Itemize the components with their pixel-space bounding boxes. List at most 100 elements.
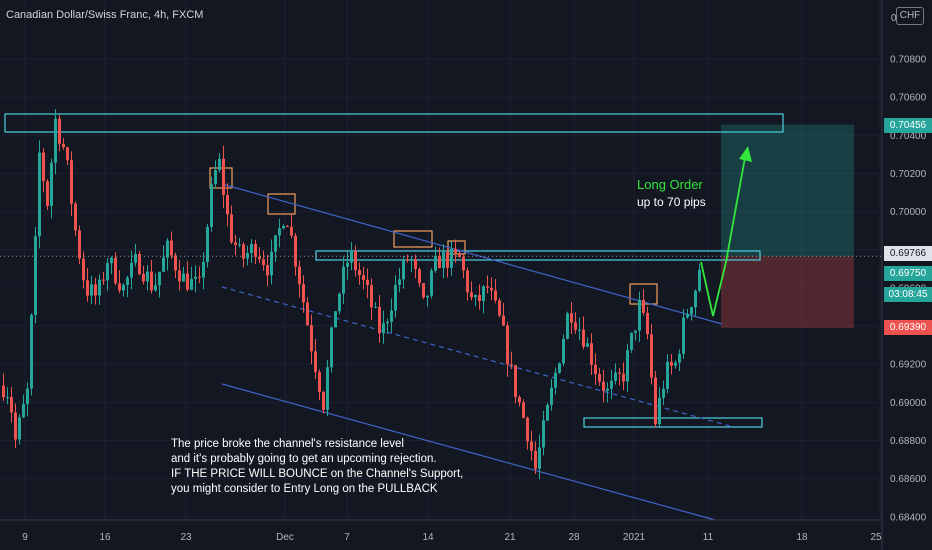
candle-body [466, 270, 469, 293]
candle-body [402, 259, 405, 280]
candle-body [374, 306, 377, 308]
candle-body [46, 181, 49, 206]
candle-body [294, 235, 297, 267]
candle-body [510, 364, 513, 366]
long-order-title: Long Order [637, 177, 703, 192]
candle-body [254, 243, 257, 257]
candle-body [158, 271, 161, 286]
candle-body [566, 313, 569, 339]
candle-body [638, 299, 641, 331]
candle-body [366, 279, 369, 286]
candle-body [534, 450, 537, 469]
highlight-box [209, 167, 233, 189]
candle-body [690, 307, 693, 315]
candle-body [490, 287, 493, 291]
candle-body [74, 203, 77, 231]
candle-body [426, 295, 429, 298]
candle-body [454, 248, 457, 253]
x-tick-label: 16 [99, 532, 111, 543]
y-tick-label: 0.70400 [890, 131, 927, 142]
candle-body [274, 235, 277, 252]
candle-body [134, 254, 137, 263]
candle-body [574, 322, 577, 330]
trade-overlay [0, 146, 882, 317]
candle-body [630, 332, 633, 350]
candle-body [98, 279, 101, 296]
candle-body [682, 317, 685, 354]
note-line-1: The price broke the channel's resistance… [171, 438, 404, 450]
candle-body [698, 269, 701, 291]
candle-body [414, 259, 417, 270]
candle-body [214, 170, 217, 185]
target-zone [721, 124, 854, 257]
candle-body [174, 255, 177, 271]
candle-body [618, 372, 621, 374]
candle-body [642, 299, 645, 313]
candle-body [114, 257, 117, 284]
candle-body [222, 158, 225, 195]
candle-body [406, 259, 409, 261]
candle-body [422, 283, 425, 298]
currency-badge[interactable]: CHF [896, 7, 924, 25]
symbol-title[interactable]: Canadian Dollar/Swiss Franc, 4h, FXCM [6, 9, 204, 21]
candle-body [350, 250, 353, 263]
candle-body [546, 404, 549, 421]
candle-body [218, 158, 221, 171]
candle-body [54, 118, 57, 163]
candle-body [390, 310, 393, 322]
candle-body [458, 252, 461, 258]
x-tick-label: 23 [180, 532, 192, 543]
projection-arrow [700, 151, 747, 317]
candle-body [146, 271, 149, 282]
top-resistance-zone [4, 113, 784, 133]
candle-body [258, 256, 261, 260]
x-tick-label: 21 [504, 532, 516, 543]
candle-body [34, 236, 37, 315]
candle-body [514, 365, 517, 397]
candle-body [674, 362, 677, 366]
candle-body [250, 243, 253, 254]
scale-top-label: 0 [891, 13, 897, 24]
last-price-tag: 0.69766 [884, 246, 932, 261]
candle-body [58, 118, 61, 144]
drawing-boxes [4, 113, 854, 428]
candle-body [122, 284, 125, 291]
candle-body [554, 372, 557, 388]
candle-body [278, 228, 281, 236]
candle-body [478, 294, 481, 301]
candle-body [462, 257, 465, 271]
time-axis[interactable]: 9 16 23 Dec 7 14 21 28 2021 11 18 25 [0, 519, 882, 543]
x-tick-label: 2021 [623, 532, 646, 543]
candle-body [166, 240, 169, 258]
candle-body [326, 367, 329, 410]
candle-body [246, 253, 249, 259]
candle-body [198, 276, 201, 278]
candle-body [322, 391, 325, 410]
y-tick-label: 0.69000 [890, 398, 927, 409]
candle-body [318, 372, 321, 392]
candle-body [150, 271, 153, 291]
candle-body [62, 143, 65, 148]
candle-body [602, 381, 605, 391]
candle-body [502, 315, 505, 326]
candle-body [70, 160, 73, 204]
candle-body [102, 279, 105, 281]
candle-body [662, 388, 665, 398]
candle-body [450, 248, 453, 268]
note-line-2: and it's probably going to get an upcomi… [171, 453, 437, 465]
candle-body [90, 284, 93, 296]
candle-body [626, 349, 629, 382]
candle-body [474, 294, 477, 298]
channel-mid-line [221, 286, 731, 427]
candle-body [482, 286, 485, 301]
candle-body [26, 388, 29, 404]
candle-body [234, 242, 237, 246]
candle-body [362, 275, 365, 280]
mid-resistance-zone [315, 250, 761, 261]
candle-body [78, 230, 81, 259]
candle-body [346, 262, 349, 267]
current-price-tag: 0.69750 [884, 266, 932, 281]
candle-body [162, 257, 165, 272]
